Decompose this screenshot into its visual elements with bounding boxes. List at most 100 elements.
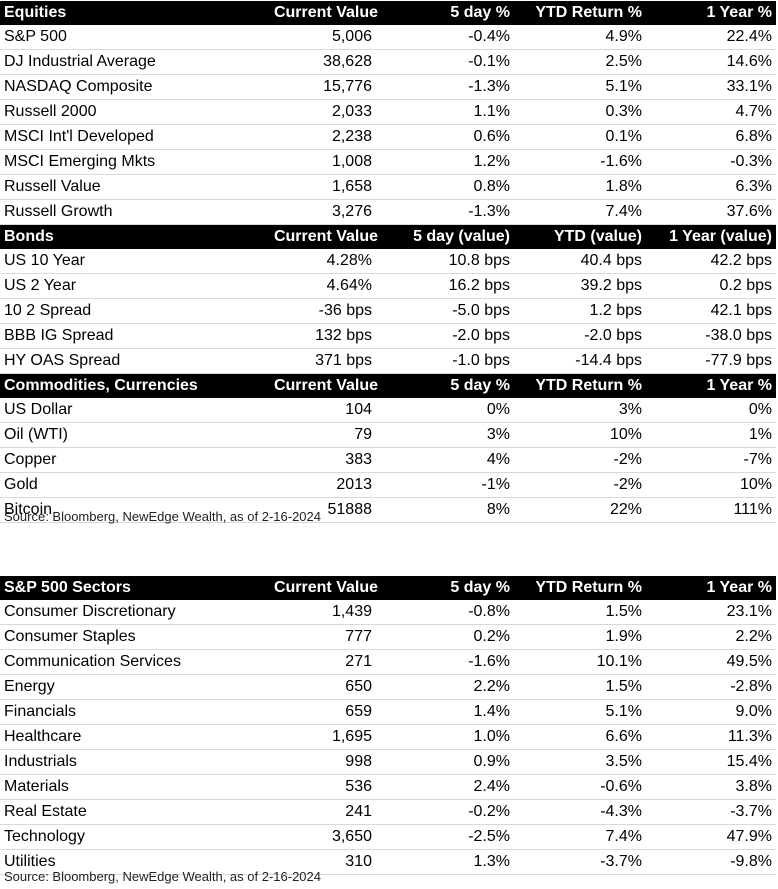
row-label: Consumer Staples (0, 624, 262, 650)
table-cell: 536 (262, 774, 382, 800)
table-cell: 1.2% (382, 149, 514, 175)
section-title: S&P 500 Sectors (0, 576, 262, 600)
table-cell: 49.5% (646, 649, 776, 675)
table-cell: 1.2 bps (514, 298, 646, 324)
row-label: Utilities (0, 849, 262, 875)
table-cell: 11.3% (646, 724, 776, 750)
table-cell: 111% (646, 497, 776, 523)
table-cell: 39.2 bps (514, 273, 646, 299)
table-cell: 2.4% (382, 774, 514, 800)
row-label: US 2 Year (0, 273, 262, 299)
table-cell: 132 bps (262, 323, 382, 349)
table-cell: 3,276 (262, 199, 382, 225)
table-cell: 998 (262, 749, 382, 775)
table-cell: 659 (262, 699, 382, 725)
table-row: Consumer Discretionary 1,439 -0.8% 1.5% 23.1… (0, 600, 776, 625)
table-cell: 2.2% (646, 624, 776, 650)
table-cell: 9.0% (646, 699, 776, 725)
table-row: Consumer Staples 777 0.2% 1.9% 2.2% (0, 624, 776, 650)
table-cell: 0.8% (382, 174, 514, 200)
table-cell: 0.1% (514, 124, 646, 150)
table-cell: 2,238 (262, 124, 382, 150)
table-cell: 371 bps (262, 348, 382, 374)
table-cell: 104 (262, 398, 382, 423)
table-cell: 7.4% (514, 824, 646, 850)
table-row: BBB IG Spread 132 bps -2.0 bps -2.0 bps -38.… (0, 323, 776, 349)
table-cell: 1.5% (514, 674, 646, 700)
table-cell: -3.7% (514, 849, 646, 875)
table-cell: 7.4% (514, 199, 646, 225)
table-cell: 15.4% (646, 749, 776, 775)
row-label: Energy (0, 674, 262, 700)
table-cell: -2% (514, 447, 646, 473)
table-cell: -1.6% (514, 149, 646, 175)
table-cell: -38.0 bps (646, 323, 776, 349)
table-row: Russell Growth 3,276 -1.3% 7.4% 37.6% (0, 199, 776, 225)
table-cell: -77.9 bps (646, 348, 776, 374)
table-cell: 650 (262, 674, 382, 700)
table-cell: -9.8% (646, 849, 776, 875)
row-label: Russell 2000 (0, 99, 262, 125)
row-label: Communication Services (0, 649, 262, 675)
table-row: Bitcoin 51888 8% 22% 111% (0, 497, 776, 523)
column-header: Current Value (262, 373, 382, 398)
table-cell: -0.2% (382, 799, 514, 825)
section-title: Commodities, Currencies (0, 373, 262, 398)
table-cell: 10.8 bps (382, 249, 514, 274)
table-cell: 1.1% (382, 99, 514, 125)
row-label: Bitcoin (0, 497, 262, 523)
table-cell: 4.9% (514, 25, 646, 50)
table-cell: -2.5% (382, 824, 514, 850)
table-cell: 79 (262, 422, 382, 448)
table-row: US Dollar 104 0% 3% 0% (0, 398, 776, 423)
table-cell: 40.4 bps (514, 249, 646, 274)
table-cell: 241 (262, 799, 382, 825)
table-cell: -4.3% (514, 799, 646, 825)
table-cell: -1.3% (382, 199, 514, 225)
table-row: MSCI Emerging Mkts 1,008 1.2% -1.6% -0.3% (0, 149, 776, 175)
row-label: US Dollar (0, 398, 262, 423)
table-cell: 5.1% (514, 699, 646, 725)
row-label: Industrials (0, 749, 262, 775)
table-row: Utilities 310 1.3% -3.7% -9.8% (0, 849, 776, 875)
table-cell: 1.8% (514, 174, 646, 200)
table-cell: 1.3% (382, 849, 514, 875)
table-cell: 1.4% (382, 699, 514, 725)
table-cell: 5,006 (262, 25, 382, 50)
table-cell: -1.3% (382, 74, 514, 100)
table-row: Russell Value 1,658 0.8% 1.8% 6.3% (0, 174, 776, 200)
table-cell: 4.7% (646, 99, 776, 125)
table-cell: 1,008 (262, 149, 382, 175)
table-cell: 8% (382, 497, 514, 523)
table-cell: -7% (646, 447, 776, 473)
table-cell: 0.3% (514, 99, 646, 125)
table-cell: -2.0 bps (382, 323, 514, 349)
table-cell: 22.4% (646, 25, 776, 50)
table-cell: -36 bps (262, 298, 382, 324)
table-row: Technology 3,650 -2.5% 7.4% 47.9% (0, 824, 776, 850)
table-cell: -0.3% (646, 149, 776, 175)
table-cell: 6.6% (514, 724, 646, 750)
table-row: NASDAQ Composite 15,776 -1.3% 5.1% 33.1% (0, 74, 776, 100)
table-cell: 6.3% (646, 174, 776, 200)
table-cell: -0.6% (514, 774, 646, 800)
table-cell: 1,439 (262, 600, 382, 625)
table-row: Communication Services 271 -1.6% 10.1% 49.5% (0, 649, 776, 675)
table-row: Gold 2013 -1% -2% 10% (0, 472, 776, 498)
table-row: Healthcare 1,695 1.0% 6.6% 11.3% (0, 724, 776, 750)
table-cell: -1% (382, 472, 514, 498)
row-label: Financials (0, 699, 262, 725)
table-cell: 271 (262, 649, 382, 675)
table-cell: 2.2% (382, 674, 514, 700)
table-row: Materials 536 2.4% -0.6% 3.8% (0, 774, 776, 800)
table-cell: 33.1% (646, 74, 776, 100)
table-cell: 0.2% (382, 624, 514, 650)
section-header-row: S&P 500 Sectors Current Value 5 day % YTD R… (0, 576, 776, 600)
table-cell: -0.4% (382, 25, 514, 50)
table-cell: 3.5% (514, 749, 646, 775)
table-cell: -14.4 bps (514, 348, 646, 374)
column-header: 1 Year % (646, 576, 776, 600)
section-header-row: Bonds Current Value 5 day (value) YTD (valu… (0, 224, 776, 249)
row-label: HY OAS Spread (0, 348, 262, 374)
table-row: Russell 2000 2,033 1.1% 0.3% 4.7% (0, 99, 776, 125)
